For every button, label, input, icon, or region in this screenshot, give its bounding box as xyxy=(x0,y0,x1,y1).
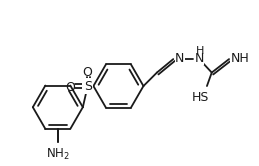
Text: S: S xyxy=(84,80,92,92)
Text: N: N xyxy=(175,52,185,65)
Text: NH$_2$: NH$_2$ xyxy=(46,147,70,162)
Text: HS: HS xyxy=(191,91,209,104)
Text: N: N xyxy=(195,52,204,65)
Text: O: O xyxy=(82,66,92,79)
Text: H: H xyxy=(196,46,205,56)
Text: NH: NH xyxy=(231,52,250,65)
Text: O: O xyxy=(66,82,75,94)
